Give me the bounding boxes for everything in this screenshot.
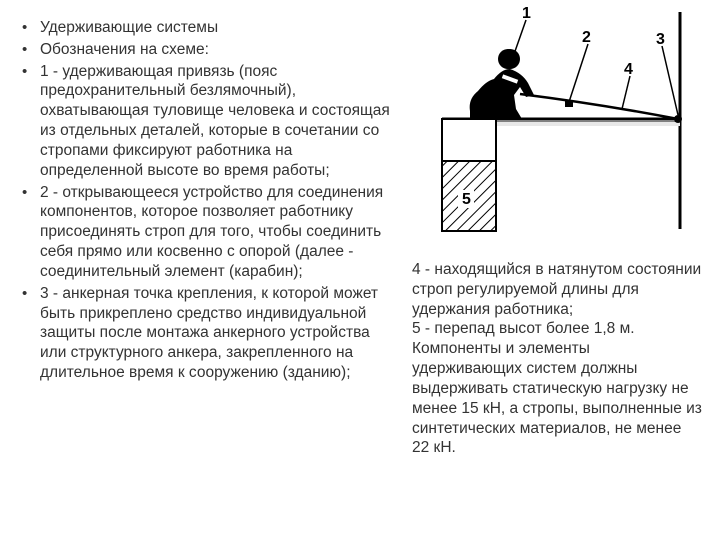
list-item: 1 - удерживающая привязь (пояс предохран…: [22, 62, 392, 181]
list-item: 2 - открывающееся устройство для соедине…: [22, 183, 392, 282]
right-paragraph: 4 - находящийся в натянутом состоянии ст…: [412, 260, 702, 458]
list-item: Удерживающие системы: [22, 18, 392, 38]
list-item: Обозначения на схеме:: [22, 40, 392, 60]
diagram-label-1: 1: [522, 5, 531, 22]
bullet-list: Удерживающие системы Обозначения на схем…: [22, 18, 392, 383]
safety-diagram: 123455: [400, 4, 720, 249]
diagram-label-3: 3: [656, 31, 665, 48]
diagram-label-2: 2: [582, 29, 591, 46]
left-column: Удерживающие системы Обозначения на схем…: [22, 18, 392, 385]
diagram-label-4: 4: [624, 61, 633, 78]
diagram-label-5: 5: [462, 191, 471, 208]
list-item: 3 - анкерная точка крепления, к которой …: [22, 284, 392, 383]
